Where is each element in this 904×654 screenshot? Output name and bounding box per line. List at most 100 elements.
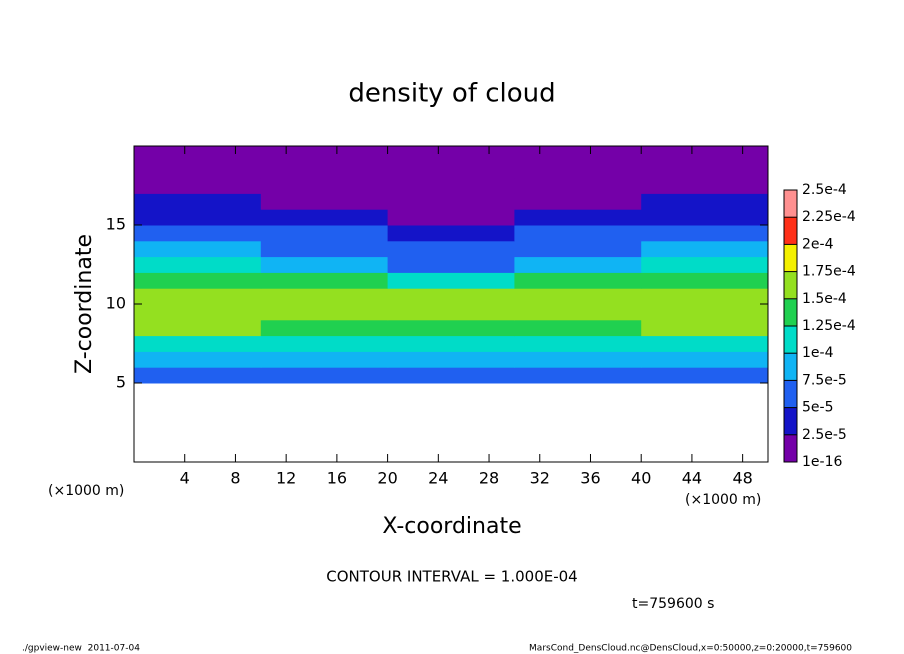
field-cell [641, 335, 769, 352]
x-tick-label: 12 [276, 469, 296, 488]
x-tick-label: 40 [631, 469, 651, 488]
field-cell [260, 304, 389, 321]
x-tick-label: 48 [732, 469, 752, 488]
y-unit: (×1000 m) [48, 483, 124, 499]
field-cell [260, 225, 389, 242]
field-cell [514, 288, 642, 305]
colorbar-label: 2.25e-4 [802, 209, 856, 225]
footer-left: ./gpview-new 2011-07-04 [22, 644, 140, 654]
field-cell [387, 209, 515, 226]
field-cell [641, 288, 769, 305]
field-cell [387, 272, 515, 289]
colorbar-band [784, 407, 797, 435]
x-tick-label: 24 [428, 469, 448, 488]
field-cell [641, 367, 769, 384]
field-cell [134, 177, 262, 194]
field-cell [387, 256, 515, 273]
colorbar-label: 1.75e-4 [802, 264, 856, 280]
field-cell [641, 304, 769, 321]
field-cell [387, 225, 515, 242]
field-cell [260, 319, 389, 337]
field-cell [641, 256, 769, 273]
field-cell [260, 209, 389, 226]
field-cell [260, 177, 389, 194]
colorbar-label: 7.5e-5 [802, 372, 847, 388]
y-tick-label: 10 [106, 294, 126, 313]
field-cell [260, 335, 389, 352]
field-cell [514, 240, 642, 258]
field-cell [134, 225, 262, 242]
field-cell [514, 335, 642, 352]
colorbar-band [784, 434, 797, 462]
colorbar-band [784, 353, 797, 381]
colorbar-label: 2e-4 [802, 236, 834, 252]
colorbar-band [784, 244, 797, 272]
field-cell [641, 161, 769, 179]
footer-right: MarsCond_DensCloud.nc@DensCloud,x=0:5000… [529, 644, 852, 654]
field-cell [134, 351, 262, 368]
field-cell [641, 209, 769, 226]
field-cell [134, 209, 262, 226]
x-unit: (×1000 m) [685, 492, 761, 508]
field-cell [641, 272, 769, 289]
colorbar-band [784, 217, 797, 245]
field-cell [641, 193, 769, 210]
x-tick-label: 16 [327, 469, 347, 488]
field-cell [387, 304, 515, 321]
field-cell [641, 351, 769, 368]
field-cell [260, 367, 389, 384]
x-tick-label: 8 [230, 469, 240, 488]
colorbar-label: 5e-5 [802, 400, 833, 416]
field-cell [514, 161, 642, 179]
field-cell [514, 367, 642, 384]
x-tick-label: 20 [377, 469, 397, 488]
field-cell [514, 272, 642, 289]
field-cell [260, 161, 389, 179]
field-cell [134, 240, 262, 258]
field-cell [514, 146, 642, 163]
field-cell [260, 288, 389, 305]
field-cell [514, 304, 642, 321]
field-cell [260, 193, 389, 210]
field-cell [387, 367, 515, 384]
colorbar-label: 1e-16 [802, 454, 842, 470]
colorbar-band [784, 298, 797, 326]
field-cell [514, 177, 642, 194]
field-cell [260, 272, 389, 289]
y-tick-label: 5 [116, 373, 126, 392]
field-cell [260, 240, 389, 258]
field-cell [260, 351, 389, 368]
colorbar-label: 1e-4 [802, 345, 834, 361]
time-label: t=759600 s [632, 596, 714, 612]
field-cell [260, 256, 389, 273]
field-cell [387, 335, 515, 352]
field-cell [134, 256, 262, 273]
field-cell [387, 146, 515, 163]
colorbar-label: 2.5e-5 [802, 427, 847, 443]
colorbar-label: 1.25e-4 [802, 318, 856, 334]
chart-title: density of cloud [348, 79, 555, 109]
x-tick-label: 36 [580, 469, 600, 488]
colorbar-label: 1.5e-4 [802, 291, 847, 307]
field-cell [641, 146, 769, 163]
field-cell [134, 193, 262, 210]
field-cell [134, 161, 262, 179]
field-cell [514, 225, 642, 242]
colorbar-band [784, 326, 797, 354]
field-cell [387, 161, 515, 179]
colorbar-band [784, 380, 797, 408]
field-cell [387, 177, 515, 194]
field-cell [134, 367, 262, 384]
field-cell [387, 288, 515, 305]
x-tick-label: 28 [479, 469, 499, 488]
field-cell [514, 256, 642, 273]
x-tick-label: 44 [682, 469, 702, 488]
field-cell [260, 146, 389, 163]
field-cell [387, 240, 515, 258]
x-axis-label: X-coordinate [382, 514, 521, 539]
colorbar-band [784, 190, 797, 218]
field-cell [514, 351, 642, 368]
contour-note: CONTOUR INTERVAL = 1.000E-04 [326, 568, 577, 586]
field-cell [134, 272, 262, 289]
field-cell [134, 319, 262, 337]
